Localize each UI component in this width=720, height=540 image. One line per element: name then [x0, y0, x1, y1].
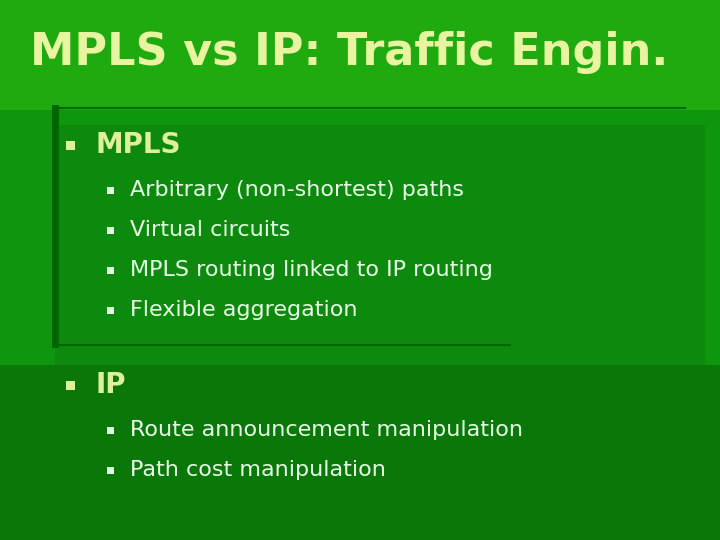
- Text: Arbitrary (non-shortest) paths: Arbitrary (non-shortest) paths: [130, 180, 464, 200]
- Text: MPLS vs IP: Traffic Engin.: MPLS vs IP: Traffic Engin.: [30, 31, 668, 75]
- Text: MPLS: MPLS: [95, 131, 181, 159]
- Text: IP: IP: [95, 371, 125, 399]
- Text: MPLS routing linked to IP routing: MPLS routing linked to IP routing: [130, 260, 493, 280]
- Text: Path cost manipulation: Path cost manipulation: [130, 460, 386, 480]
- Bar: [66, 140, 74, 150]
- Bar: [107, 267, 114, 273]
- Text: Virtual circuits: Virtual circuits: [130, 220, 290, 240]
- Text: Route announcement manipulation: Route announcement manipulation: [130, 420, 523, 440]
- Bar: [107, 427, 114, 434]
- Bar: [0, 365, 720, 540]
- Bar: [107, 307, 114, 314]
- Bar: [0, 110, 720, 540]
- Bar: [66, 381, 74, 389]
- Bar: [0, 0, 720, 110]
- Text: Flexible aggregation: Flexible aggregation: [130, 300, 358, 320]
- Bar: [107, 186, 114, 193]
- Bar: [107, 467, 114, 474]
- Bar: [107, 226, 114, 233]
- Bar: [55, 125, 705, 400]
